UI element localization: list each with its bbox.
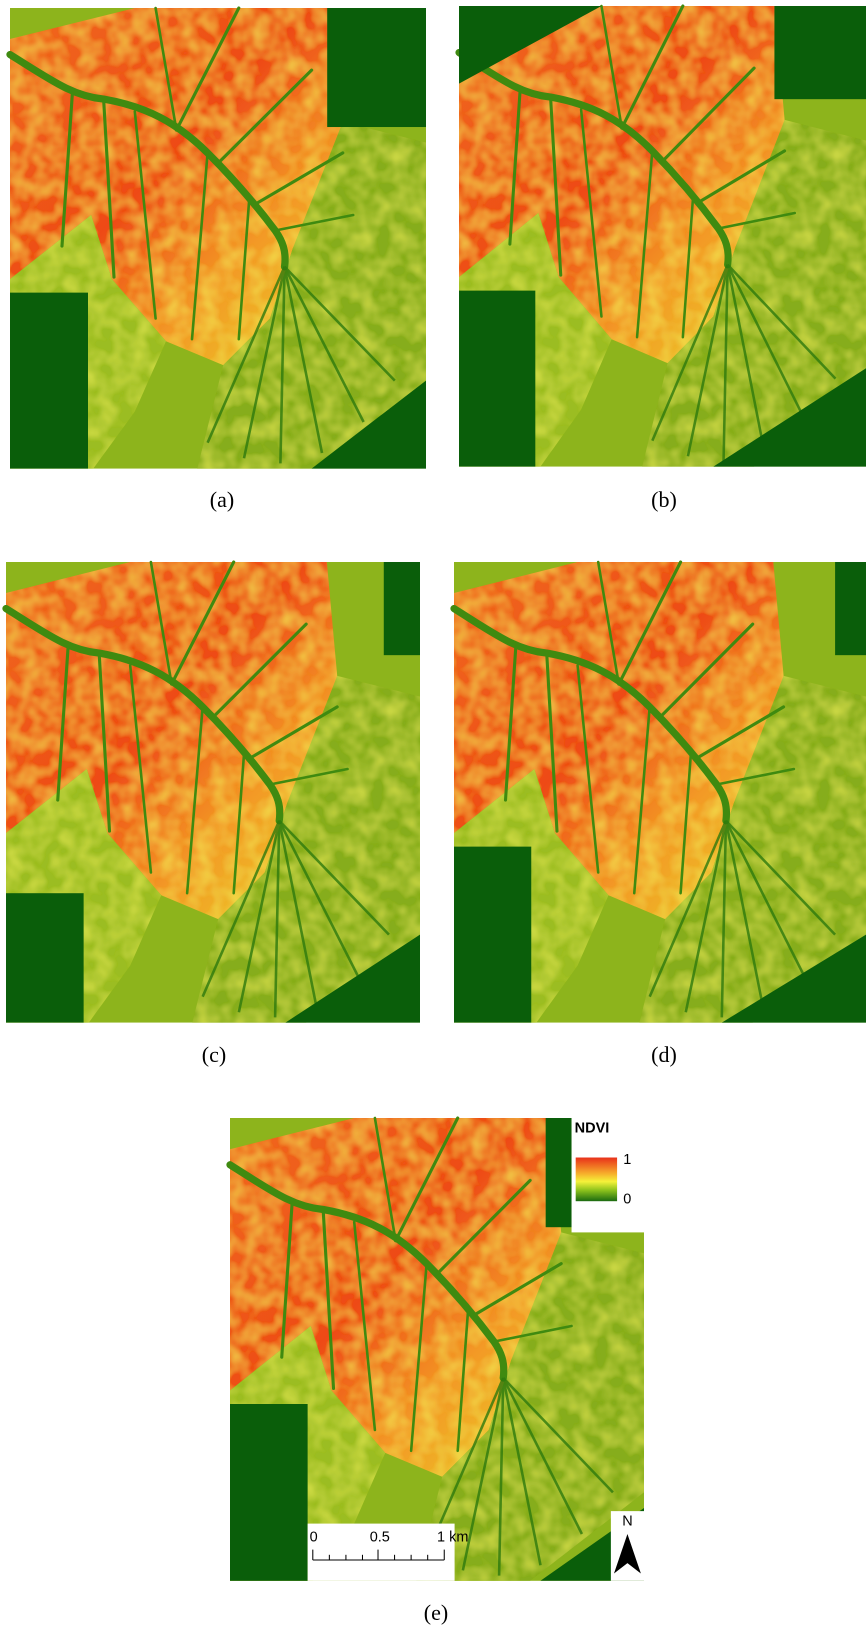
page: (a) (b) (c) (d) NDVI 1 0 0 0.5 1 km N (e… [0, 0, 866, 1635]
scale-label: 1 km [437, 1529, 468, 1545]
figure: (a) (b) (c) (d) NDVI 1 0 0 0.5 1 km N (e… [0, 0, 866, 1635]
map-panel [6, 562, 420, 1023]
scale-label: 0 [310, 1529, 318, 1545]
legend-max: 1 [623, 1152, 631, 1168]
map-panel: NDVI 1 0 0 0.5 1 km N [230, 1118, 644, 1581]
panel-caption: (b) [651, 487, 677, 512]
map-panel [10, 8, 426, 469]
panel-caption: (c) [202, 1042, 226, 1067]
scale-label: 0.5 [370, 1529, 390, 1545]
map-panel [454, 562, 866, 1023]
panel-caption: (d) [651, 1042, 677, 1067]
legend-title: NDVI [575, 1121, 610, 1137]
map-panel [459, 6, 866, 467]
panel-caption: (e) [424, 1600, 448, 1625]
legend-colorbar [576, 1158, 617, 1202]
legend-min: 0 [623, 1191, 631, 1207]
panel-caption: (a) [210, 487, 234, 512]
north-label: N [622, 1514, 632, 1530]
